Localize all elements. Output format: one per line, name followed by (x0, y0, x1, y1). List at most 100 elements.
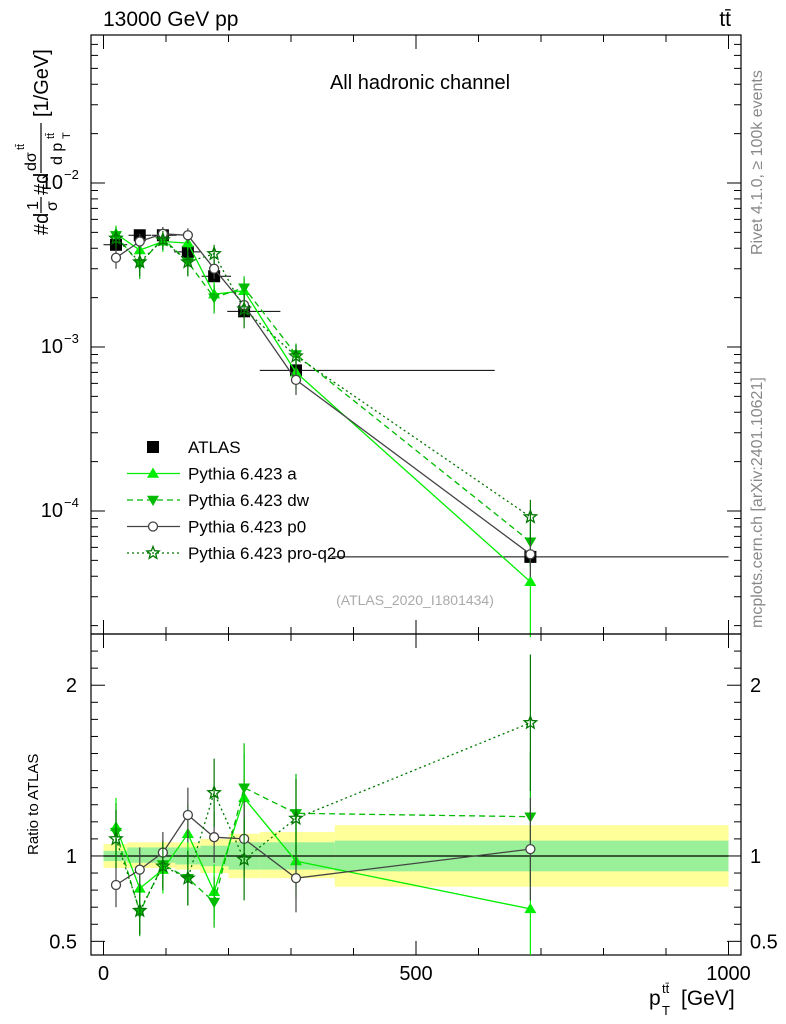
chart-title: All hadronic channel (330, 72, 510, 94)
legend-marker-a (147, 467, 159, 478)
ratio-point-proq2o (522, 714, 539, 730)
main-point-dw (208, 293, 221, 304)
legend-label-dw: Pythia 6.423 dw (188, 491, 310, 510)
main-y-tick-label: 10 (41, 336, 63, 358)
ratio-line-dw (115, 786, 531, 915)
svg-text:T: T (61, 132, 73, 139)
ratio-y-tick-label: 1 (66, 846, 77, 868)
analysis-label: (ATLAS_2020_I1801434) (336, 592, 494, 608)
svg-text:#d: #d (31, 173, 53, 195)
ratio-point-dw (208, 897, 221, 909)
ratio-y-tick-label: 0.5 (49, 931, 77, 953)
main-series-proq2o (108, 229, 539, 540)
source-label: mcplots.cern.ch [arXiv:2401.10621] (749, 377, 766, 628)
ratio-point-a (524, 902, 537, 914)
ratio-frame (90, 633, 742, 956)
main-plot: 10−210−310−4 (41, 34, 742, 638)
main-point-p0 (134, 236, 145, 247)
rivet-version-label: Rivet 4.1.0, ≥ 100k events (749, 70, 766, 255)
main-y-tick-exponent: −2 (64, 167, 79, 182)
svg-text:p: p (649, 987, 661, 1010)
x-axis-label: p T tt̄ [GeV] (649, 981, 735, 1018)
main-y-tick-label: 10 (41, 172, 63, 194)
ratio-y-tick-label-right: 2 (750, 675, 761, 697)
main-point-proq2o (206, 245, 222, 261)
main-point-p0 (182, 230, 194, 241)
svg-text:T: T (662, 1003, 670, 1018)
main-point-proq2o (131, 253, 148, 269)
legend-marker-data (147, 441, 159, 453)
ratio-point-proq2o (179, 869, 196, 885)
legend-label-data: ATLAS (188, 438, 241, 457)
main-y-tick-exponent: −3 (64, 331, 79, 346)
main-point-p0 (525, 549, 536, 560)
ratio-band-inner (127, 847, 151, 863)
energy-label: 13000 GeV pp (103, 8, 238, 31)
legend-marker-proq2o (145, 544, 161, 560)
main-point-p0 (290, 374, 302, 386)
ratio-point-dw (238, 783, 251, 794)
ratio-line-proq2o (115, 722, 531, 913)
ratio-point-p0 (525, 843, 536, 855)
svg-text:d p: d p (49, 143, 66, 165)
ratio-point-proq2o (206, 784, 222, 800)
x-tick-label: 500 (399, 963, 432, 985)
process-label: tt̄ (719, 8, 731, 31)
svg-text:tt̄: tt̄ (662, 981, 670, 996)
svg-text:1: 1 (25, 201, 42, 210)
main-y-tick-exponent: −4 (64, 495, 79, 510)
ratio-y-tick-label-right: 0.5 (750, 931, 778, 953)
main-point-proq2o (108, 229, 124, 246)
main-point-proq2o (179, 253, 196, 269)
ratio-y-tick-label: 2 (66, 675, 77, 697)
ratio-point-proq2o (288, 810, 304, 826)
main-point-proq2o (154, 231, 171, 247)
ratio-plot: 0.5 0.5 1 1 2 2 0 500 1000 (49, 633, 778, 985)
main-line-proq2o (115, 237, 531, 518)
svg-text:σ: σ (44, 201, 61, 211)
main-series-a (110, 225, 537, 638)
main-point-p0 (208, 263, 220, 274)
svg-text:dσ: dσ (23, 152, 40, 171)
main-point-a (524, 575, 537, 587)
main-y-axis-label: #d 1 σ #d dσ tt̄ d p T tt̄ [1/GeV] (15, 49, 73, 235)
ratio-line-a (115, 796, 531, 910)
ratio-y-axis-label: Ratio to ATLAS (25, 754, 42, 855)
legend-marker-p0 (147, 521, 159, 532)
ratio-point-p0 (182, 809, 194, 821)
svg-text:tt̄: tt̄ (15, 144, 27, 150)
main-series-data (103, 229, 729, 565)
main-point-dw (238, 283, 251, 294)
svg-text:#d: #d (31, 213, 53, 235)
legend-label-p0: Pythia 6.423 p0 (188, 518, 306, 537)
legend-marker-dw (147, 495, 159, 506)
svg-text:tt̄: tt̄ (45, 133, 57, 139)
ratio-point-proq2o (155, 857, 171, 873)
ratio-point-p0 (208, 832, 220, 843)
svg-text:[GeV]: [GeV] (681, 987, 735, 1010)
main-line-dw (115, 234, 531, 543)
legend-label-a: Pythia 6.423 a (188, 465, 297, 484)
main-point-proq2o (288, 347, 304, 363)
ratio-point-p0 (110, 879, 122, 891)
ratio-point-p0 (290, 873, 302, 884)
x-tick-label: 1000 (706, 963, 751, 985)
ratio-point-p0 (134, 864, 145, 875)
main-series-p0 (110, 226, 536, 578)
ratio-point-proq2o (108, 830, 124, 846)
main-line-p0 (115, 233, 531, 555)
main-point-proq2o (522, 508, 539, 524)
ratio-series-proq2o (108, 654, 539, 935)
svg-text:[1/GeV]: [1/GeV] (31, 49, 53, 117)
main-y-tick-label: 10 (41, 500, 63, 522)
ratio-point-proq2o (131, 902, 148, 918)
ratio-y-tick-label-right: 1 (750, 846, 761, 868)
legend-label-proq2o: Pythia 6.423 pro-q2o (188, 544, 346, 563)
main-point-p0 (110, 252, 122, 263)
main-point-proq2o (236, 300, 252, 316)
legend: ATLAS Pythia 6.423 a Pythia 6.423 dw Pythia… (127, 438, 346, 563)
x-tick-label: 0 (98, 963, 109, 985)
ratio-point-proq2o (236, 851, 253, 867)
main-line-a (115, 233, 531, 583)
